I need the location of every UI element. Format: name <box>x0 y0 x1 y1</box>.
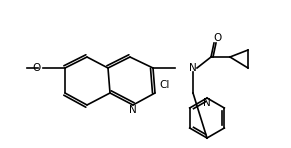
Text: Cl: Cl <box>159 80 169 90</box>
Text: O: O <box>214 33 222 43</box>
Text: N: N <box>129 105 137 115</box>
Text: N: N <box>203 98 211 108</box>
Text: N: N <box>189 63 197 73</box>
Text: O: O <box>33 63 41 73</box>
